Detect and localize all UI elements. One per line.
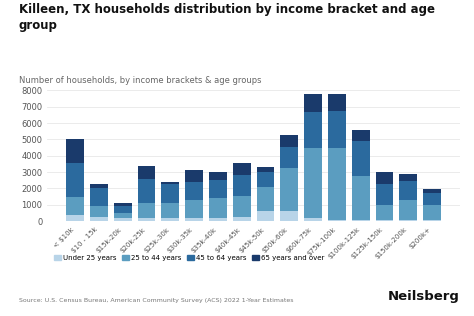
Bar bbox=[137, 179, 155, 203]
Text: Number of households, by income brackets & age groups: Number of households, by income brackets… bbox=[19, 76, 262, 85]
Bar bbox=[280, 210, 298, 221]
Bar bbox=[328, 220, 346, 221]
Bar bbox=[137, 218, 155, 221]
Bar bbox=[209, 198, 227, 218]
Bar bbox=[352, 131, 370, 141]
Bar bbox=[233, 196, 251, 217]
Bar bbox=[304, 218, 322, 221]
Bar bbox=[328, 94, 346, 111]
Bar bbox=[90, 184, 108, 188]
Bar bbox=[209, 172, 227, 180]
Bar bbox=[375, 220, 393, 221]
Bar bbox=[233, 174, 251, 196]
Bar bbox=[400, 181, 417, 200]
Bar bbox=[256, 172, 274, 187]
Bar bbox=[352, 220, 370, 221]
Bar bbox=[66, 139, 84, 163]
Bar bbox=[328, 111, 346, 148]
Bar bbox=[209, 180, 227, 198]
Bar bbox=[423, 193, 441, 205]
Bar bbox=[114, 206, 132, 213]
Bar bbox=[304, 112, 322, 148]
Bar bbox=[280, 168, 298, 210]
Bar bbox=[256, 167, 274, 172]
Bar bbox=[375, 184, 393, 205]
Bar bbox=[185, 200, 203, 218]
Bar bbox=[400, 200, 417, 220]
Bar bbox=[161, 182, 179, 184]
Bar bbox=[233, 163, 251, 174]
Bar bbox=[66, 163, 84, 197]
Bar bbox=[375, 172, 393, 184]
Bar bbox=[114, 203, 132, 206]
Bar bbox=[400, 174, 417, 181]
Bar bbox=[304, 148, 322, 218]
Bar bbox=[280, 135, 298, 147]
Bar bbox=[161, 203, 179, 218]
Bar bbox=[400, 220, 417, 221]
Bar bbox=[161, 184, 179, 203]
Bar bbox=[90, 206, 108, 217]
Bar bbox=[256, 187, 274, 211]
Legend: Under 25 years, 25 to 44 years, 45 to 64 years, 65 years and over: Under 25 years, 25 to 44 years, 45 to 64… bbox=[51, 252, 328, 264]
Bar bbox=[185, 218, 203, 221]
Bar bbox=[328, 148, 346, 220]
Bar bbox=[233, 217, 251, 221]
Text: Source: U.S. Census Bureau, American Community Survey (ACS) 2022 1-Year Estimate: Source: U.S. Census Bureau, American Com… bbox=[19, 298, 293, 303]
Bar bbox=[423, 205, 441, 220]
Bar bbox=[161, 218, 179, 221]
Bar bbox=[114, 213, 132, 218]
Bar bbox=[114, 218, 132, 221]
Bar bbox=[185, 171, 203, 182]
Bar bbox=[375, 205, 393, 220]
Bar bbox=[209, 218, 227, 221]
Bar bbox=[66, 216, 84, 221]
Text: Neilsberg: Neilsberg bbox=[388, 290, 460, 303]
Bar bbox=[352, 141, 370, 176]
Bar bbox=[423, 220, 441, 221]
Bar bbox=[423, 189, 441, 193]
Bar bbox=[90, 217, 108, 221]
Bar bbox=[304, 94, 322, 112]
Bar bbox=[137, 203, 155, 218]
Bar bbox=[66, 197, 84, 216]
Bar bbox=[280, 147, 298, 168]
Bar bbox=[352, 176, 370, 220]
Bar bbox=[90, 188, 108, 206]
Bar bbox=[137, 167, 155, 179]
Text: Killeen, TX households distribution by income bracket and age
group: Killeen, TX households distribution by i… bbox=[19, 3, 435, 32]
Bar bbox=[256, 211, 274, 221]
Bar bbox=[185, 182, 203, 200]
